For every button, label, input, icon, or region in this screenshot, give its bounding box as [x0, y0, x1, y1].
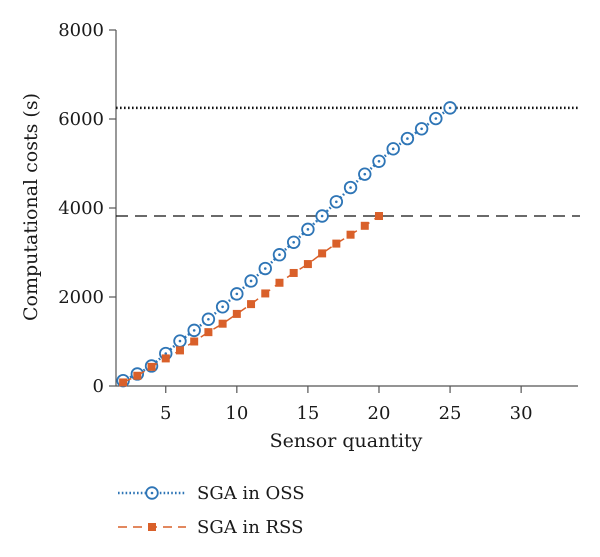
data-point — [133, 371, 142, 380]
data-point-center — [221, 305, 224, 309]
x-axis-title: Sensor quantity — [270, 430, 423, 452]
x-tick-label-5: 5 — [160, 403, 171, 424]
data-point-center — [320, 214, 324, 218]
y-tick-label-4000: 4000 — [58, 198, 104, 219]
x-tick-label-25: 25 — [439, 403, 462, 424]
data-point — [190, 337, 199, 346]
legend-item-rss: SGA in RSS — [118, 517, 303, 538]
data-point-center — [363, 172, 367, 176]
y-axis-title: Computational costs (s) — [20, 93, 42, 321]
legend-item-oss: SGA in OSS — [118, 483, 305, 504]
data-point — [175, 346, 184, 355]
axes: 0 2000 4000 6000 8000 5 10 15 20 25 30 — [58, 20, 578, 424]
data-point-center — [420, 127, 423, 131]
data-point-center — [192, 329, 196, 332]
data-point — [161, 354, 170, 363]
data-point — [232, 309, 241, 318]
data-point-center — [178, 339, 182, 343]
data-point — [289, 268, 298, 277]
data-point — [346, 230, 355, 239]
series-line — [122, 106, 451, 382]
x-tick-label-10: 10 — [225, 403, 248, 424]
data-point — [275, 278, 284, 287]
series-rss — [119, 212, 383, 387]
data-point-center — [235, 292, 239, 296]
data-point-center — [434, 117, 438, 120]
data-point-center — [335, 200, 338, 204]
legend: SGA in OSS SGA in RSS — [118, 483, 305, 538]
data-point-center — [278, 253, 281, 257]
legend-label-rss: SGA in RSS — [197, 517, 303, 538]
y-tick-label-6000: 6000 — [58, 109, 104, 130]
data-point — [204, 328, 213, 337]
data-point-center — [249, 279, 253, 283]
data-point-center — [391, 147, 395, 151]
legend-label-oss: SGA in OSS — [197, 483, 305, 504]
data-point — [360, 221, 369, 230]
data-point — [247, 300, 256, 309]
y-tick-label-8000: 8000 — [58, 20, 104, 41]
data-point-center — [377, 159, 381, 163]
series-oss — [116, 101, 457, 388]
data-point-center — [306, 228, 310, 231]
data-point-center — [448, 106, 452, 110]
data-point-center — [349, 186, 352, 189]
data-point-center — [263, 267, 267, 270]
data-point-center — [164, 352, 168, 355]
data-point-center — [292, 240, 295, 244]
series-layer — [116, 101, 457, 388]
data-point-center — [207, 317, 210, 321]
data-point — [261, 289, 270, 298]
data-point-center — [406, 137, 409, 140]
data-point — [218, 319, 227, 328]
legend-swatch-oss — [118, 486, 186, 500]
data-point — [332, 239, 341, 248]
reference-lines — [116, 106, 580, 217]
data-point — [303, 260, 312, 269]
data-point — [119, 378, 128, 387]
data-point — [318, 249, 327, 258]
y-tick-label-2000: 2000 — [58, 287, 104, 308]
data-point — [374, 212, 383, 221]
legend-marker-center-oss — [150, 491, 154, 495]
data-point — [147, 362, 156, 371]
legend-swatch-rss — [118, 523, 186, 531]
y-tick-label-0: 0 — [93, 376, 104, 397]
x-tick-label-15: 15 — [296, 403, 319, 424]
x-tick-label-30: 30 — [510, 403, 533, 424]
x-tick-label-20: 20 — [368, 403, 391, 424]
legend-marker-rss — [148, 523, 156, 531]
